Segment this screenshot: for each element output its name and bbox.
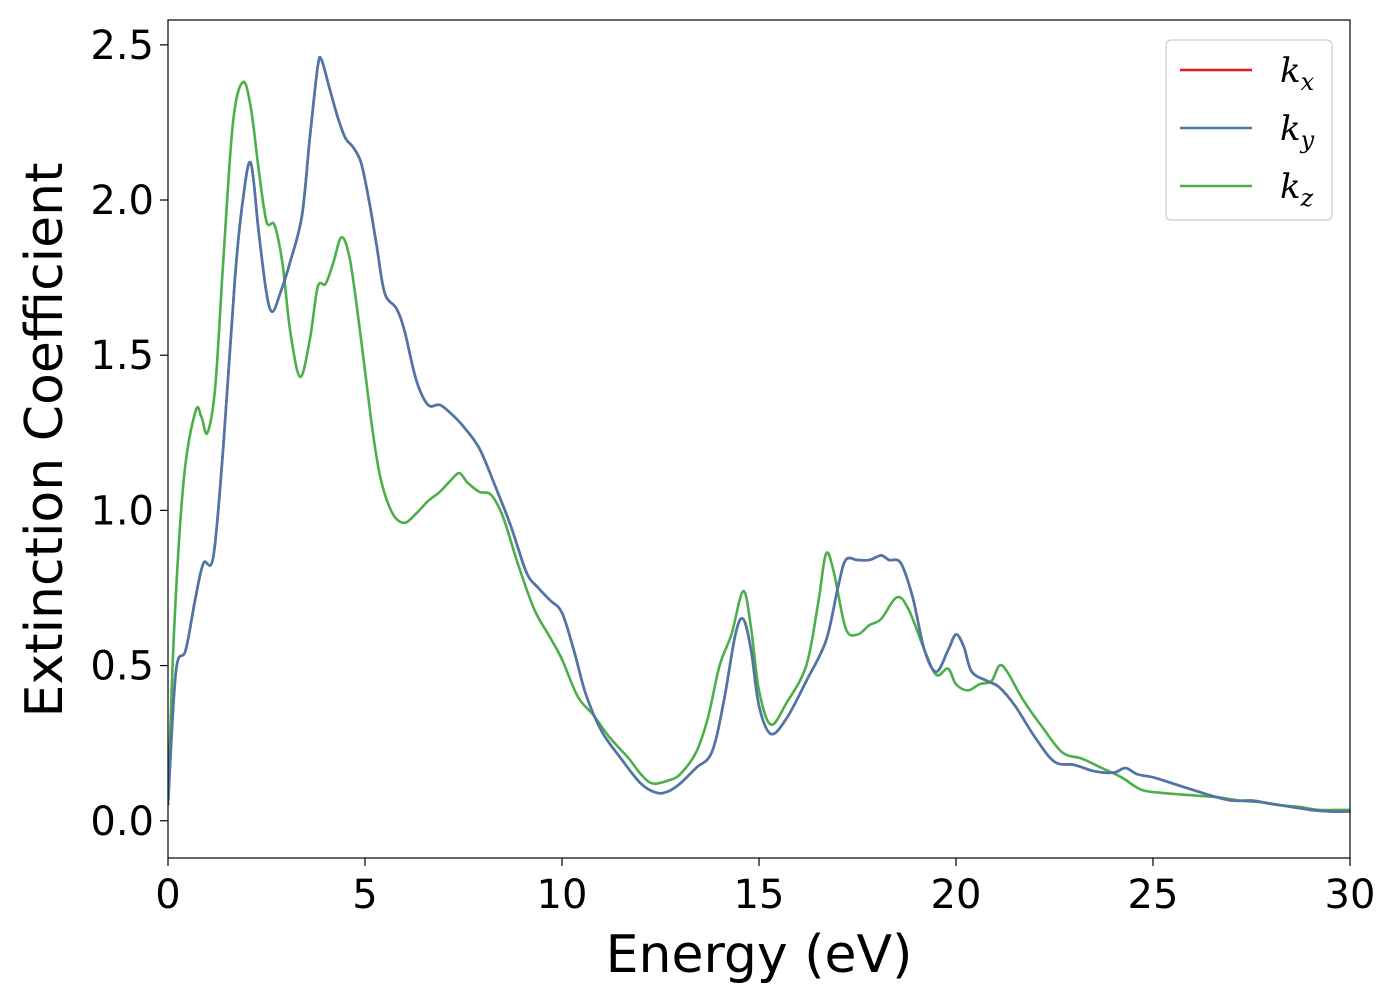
legend-label-kz: kz [1280, 167, 1314, 212]
legend: kx ky kz [1165, 39, 1333, 221]
x-tick-label: 10 [537, 872, 588, 918]
y-axis: 0.0 0.5 1.0 1.5 2.0 2.5 [90, 23, 168, 845]
y-tick-label: 2.0 [90, 178, 154, 224]
y-tick-label: 1.5 [90, 333, 154, 379]
legend-box [1165, 39, 1333, 221]
y-axis-label: Extinction Coefficient [15, 163, 75, 718]
x-tick-label: 5 [352, 872, 377, 918]
x-axis-label: Energy (eV) [606, 925, 913, 985]
x-tick-label: 25 [1128, 872, 1179, 918]
series-layer [168, 55, 1350, 813]
legend-label-kx: kx [1280, 51, 1315, 96]
x-tick-label: 15 [734, 872, 785, 918]
x-tick-label: 0 [155, 872, 180, 918]
y-tick-label: 1.0 [90, 488, 154, 534]
series-line-ky [168, 55, 1350, 813]
y-tick-label: 0.5 [90, 644, 154, 690]
x-tick-label: 20 [931, 872, 982, 918]
series-line-kz [168, 80, 1350, 812]
legend-label-ky: ky [1280, 109, 1315, 154]
y-tick-label: 2.5 [90, 23, 154, 69]
x-axis: 0 5 10 15 20 25 30 [155, 858, 1375, 918]
y-tick-label: 0.0 [90, 799, 154, 845]
x-tick-label: 30 [1325, 872, 1376, 918]
